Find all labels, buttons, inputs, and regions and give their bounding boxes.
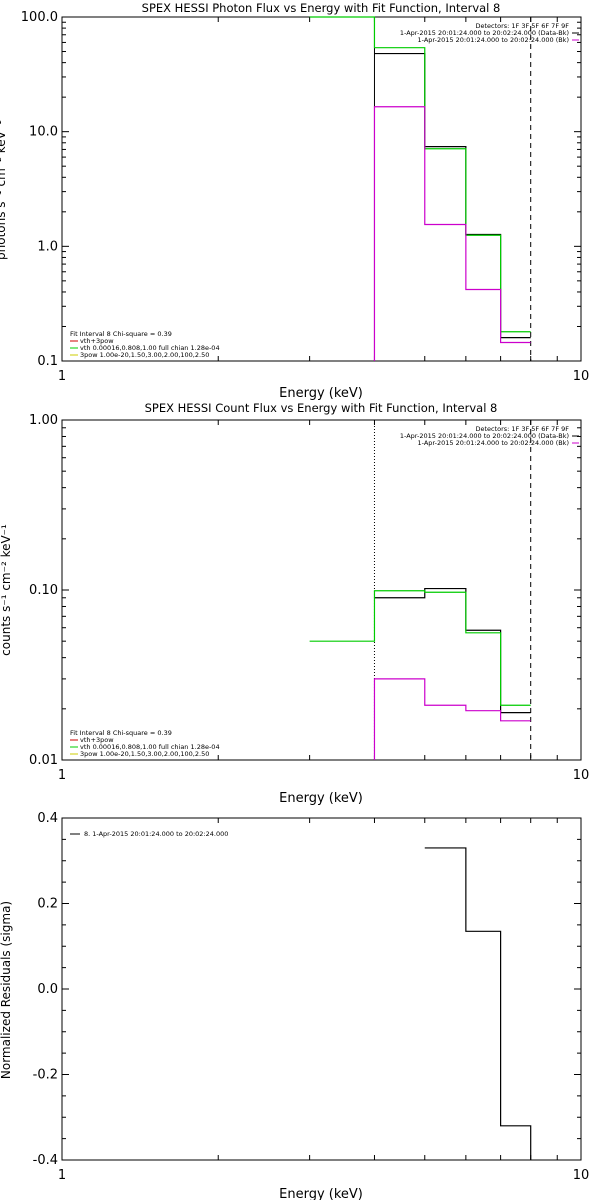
count-flux-ytick-label: 1.00 <box>29 413 58 428</box>
residuals-ytick-label: 0.2 <box>37 897 58 912</box>
residuals-legend-label: 8. 1-Apr-2015 20:01:24.000 to 20:02:24.0… <box>84 830 228 838</box>
residuals-xtick-label: 10 <box>573 1168 590 1183</box>
count-flux-legend-header-line: Detectors: 1F 3F 5F 6F 7F 9F <box>475 425 569 433</box>
count-flux-title: SPEX HESSI Count Flux vs Energy with Fit… <box>145 401 498 415</box>
photon-flux-legend-header-line: Detectors: 1F 3F 5F 6F 7F 9F <box>475 22 569 30</box>
residuals-xtick-label: 1 <box>58 1168 66 1183</box>
photon-flux-legend-header-line: 1-Apr-2015 20:01:24.000 to 20:02:24.000 … <box>400 29 569 37</box>
photon-flux-fit-text-line: Fit Interval 8 Chi-square = 0.39 <box>70 330 172 338</box>
residuals-ytick-label: 0.4 <box>37 811 58 826</box>
count-flux-series-2 <box>373 678 531 760</box>
count-flux-fit-text-line: vth+3pow <box>80 736 114 744</box>
photon-flux-series-2 <box>373 106 531 361</box>
photon-flux-ytick-label: 0.1 <box>37 354 58 369</box>
photon-flux-fit-text-line: 3pow 1.00e-20,1.50,3.00,2.00,100,2.50 <box>80 351 209 359</box>
photon-flux-xtick-label: 10 <box>573 369 590 384</box>
count-flux-series-1 <box>309 590 531 706</box>
count-flux-xtick-label: 10 <box>573 768 590 783</box>
count-flux-plot-frame <box>61 419 582 761</box>
photon-flux-plot-frame <box>61 16 582 362</box>
photon-flux-title: SPEX HESSI Photon Flux vs Energy with Fi… <box>142 1 501 15</box>
photon-flux-fit-text-line: vth 0.00016,0.808,1.00 full chian 1.28e-… <box>80 344 220 352</box>
count-flux-ylabel: counts s⁻¹ cm⁻² keV⁻¹ <box>0 524 13 656</box>
count-flux-fit-text-line: vth 0.00016,0.808,1.00 full chian 1.28e-… <box>80 743 220 751</box>
photon-flux-ytick-label: 10.0 <box>29 125 58 140</box>
residuals-plot-frame <box>61 817 582 1161</box>
count-flux-legend-header-line: 1-Apr-2015 20:01:24.000 to 20:02:24.000 … <box>400 432 569 440</box>
count-flux-fit-text-line: 3pow 1.00e-20,1.50,3.00,2.00,100,2.50 <box>80 750 209 758</box>
photon-flux-series-1 <box>309 16 531 333</box>
photon-flux-fit-text-line: vth+3pow <box>80 337 114 345</box>
photon-flux-legend-header-line: 1-Apr-2015 20:01:24.000 to 20:02:24.000 … <box>418 36 569 44</box>
residuals-ylabel: Normalized Residuals (sigma) <box>0 901 13 1079</box>
photon-flux-ylabel: photons s⁻¹ cm⁻² keV⁻¹ <box>0 120 8 260</box>
residuals-panel: Energy (keV) Normalized Residuals (sigma… <box>0 811 589 1200</box>
count-flux-xlabel: Energy (keV) <box>279 791 363 806</box>
photon-flux-series-0 <box>374 52 531 339</box>
photon-flux-ytick-label: 100.0 <box>21 10 58 25</box>
residuals-ytick-label: -0.2 <box>33 1068 58 1083</box>
count-flux-ytick-label: 0.10 <box>29 583 58 598</box>
photon-flux-xlabel: Energy (keV) <box>279 386 363 401</box>
photon-flux-panel: SPEX HESSI Photon Flux vs Energy with Fi… <box>0 1 589 401</box>
residuals-ytick-label: 0.0 <box>37 982 58 997</box>
photon-flux-xtick-label: 1 <box>58 369 66 384</box>
count-flux-series-0 <box>374 587 531 714</box>
count-flux-legend-header-line: 1-Apr-2015 20:01:24.000 to 20:02:24.000 … <box>418 439 569 447</box>
residuals-xlabel: Energy (keV) <box>279 1187 363 1200</box>
count-flux-ytick-label: 0.01 <box>29 753 58 768</box>
photon-flux-ytick-label: 1.0 <box>37 239 58 254</box>
count-flux-panel: SPEX HESSI Count Flux vs Energy with Fit… <box>0 401 589 806</box>
count-flux-fit-text-line: Fit Interval 8 Chi-square = 0.39 <box>70 729 172 737</box>
residuals-series-0 <box>424 847 532 1160</box>
residuals-ytick-label: -0.4 <box>33 1153 58 1168</box>
count-flux-xtick-label: 1 <box>58 768 66 783</box>
